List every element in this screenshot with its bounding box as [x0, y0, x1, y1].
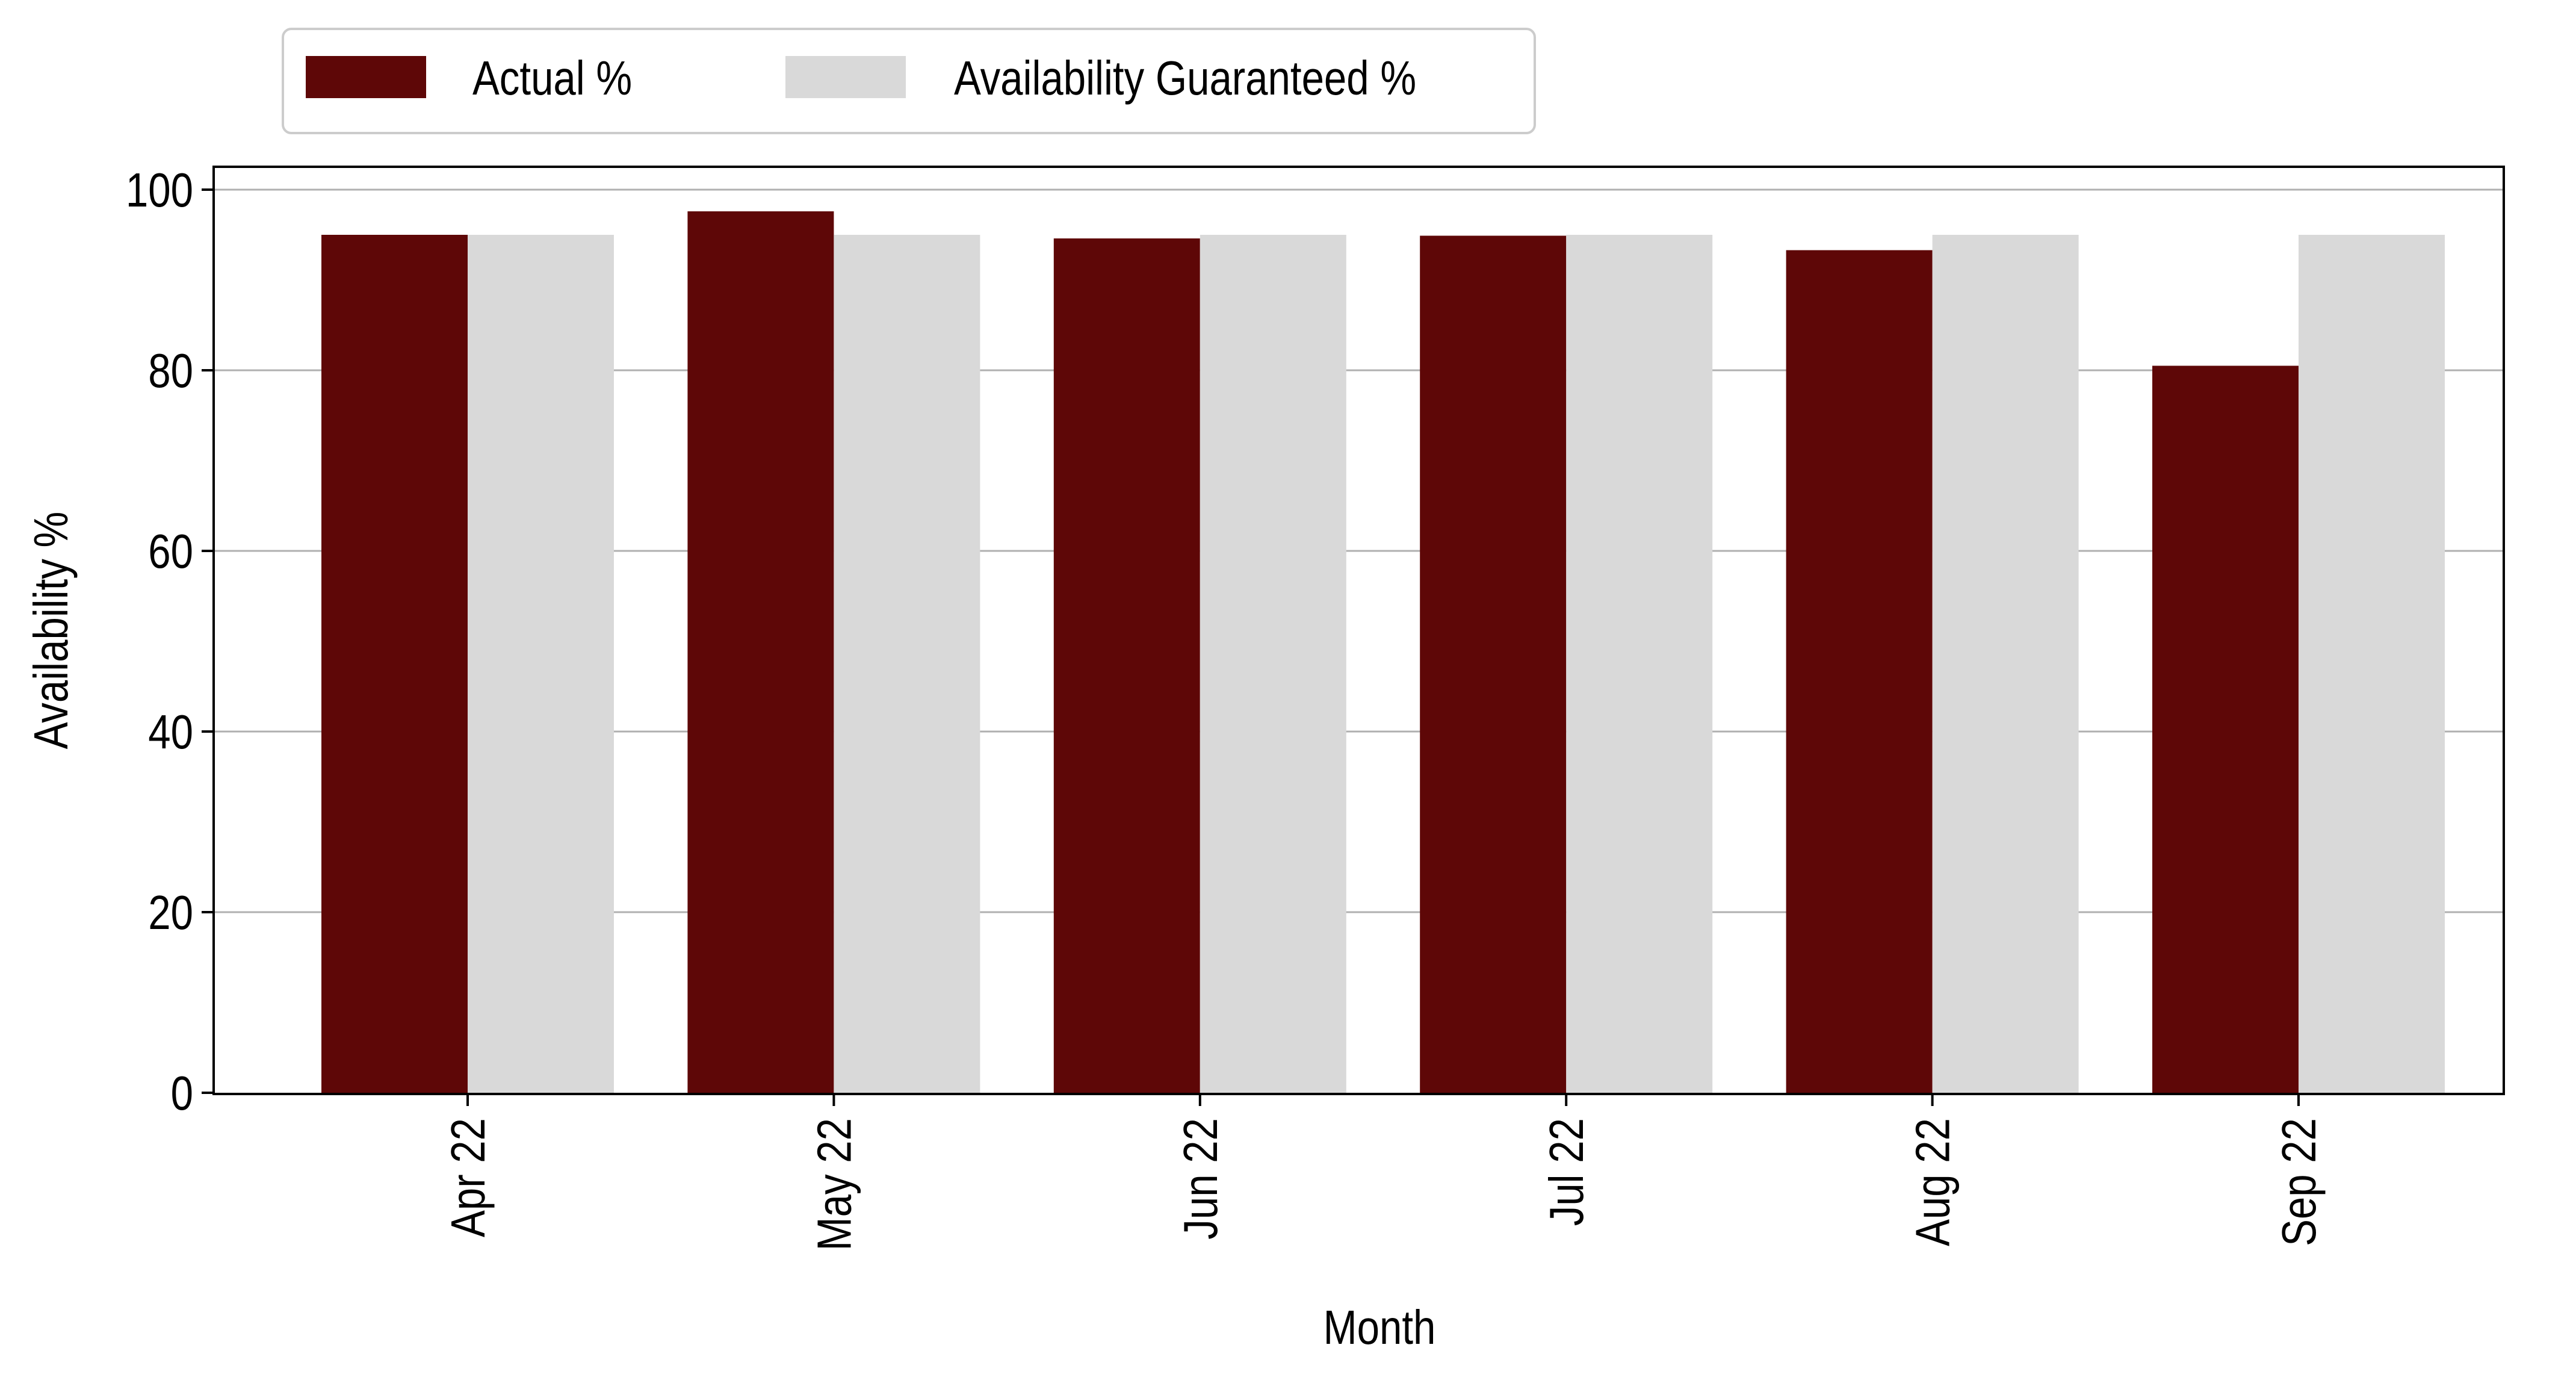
bar-actual [1420, 235, 1567, 1093]
legend-frame [282, 28, 1536, 134]
x-tick-label: Jul 22 [1540, 1118, 1594, 1226]
bar-guaranteed [834, 235, 980, 1093]
y-tick-label: 60 [148, 524, 193, 578]
bar-guaranteed [1200, 235, 1346, 1093]
legend-swatch-guaranteed [785, 56, 906, 98]
y-axis-ticks: 0 20 40 60 80 100 [126, 163, 214, 1120]
x-axis-ticks: Apr 22 May 22 Jun 22 Jul 22 Aug 22 Sep 22 [441, 1094, 2326, 1251]
y-tick-label: 20 [148, 885, 193, 939]
bar-guaranteed [1932, 235, 2079, 1093]
legend-label-actual: Actual % [472, 51, 632, 105]
x-tick-label: Sep 22 [2271, 1118, 2326, 1246]
plot-frame [212, 166, 2505, 1095]
bar-actual [321, 235, 468, 1093]
y-axis-label: Availability % [23, 512, 78, 750]
x-tick-label: Apr 22 [441, 1118, 495, 1237]
legend-label-guaranteed: Availability Guaranteed % [954, 51, 1416, 105]
y-tick-label: 100 [126, 163, 193, 217]
legend: Actual % Availability Guaranteed % [282, 28, 1536, 134]
bar-guaranteed [1566, 235, 1713, 1093]
bar-actual [1786, 250, 1933, 1093]
x-axis-label: Month [1324, 1300, 1436, 1354]
bar-actual [2152, 365, 2299, 1093]
y-tick-label: 40 [148, 704, 193, 759]
x-tick-label: Aug 22 [1906, 1118, 1960, 1246]
y-tick-label: 0 [171, 1066, 193, 1120]
x-tick-label: Jun 22 [1173, 1118, 1227, 1240]
x-tick-label: May 22 [807, 1118, 861, 1251]
bars [321, 211, 2445, 1093]
legend-swatch-actual [306, 56, 426, 98]
bar-guaranteed [2299, 235, 2445, 1093]
bar-guaranteed [468, 235, 614, 1093]
bar-actual [1053, 238, 1200, 1093]
bar-actual [687, 211, 834, 1093]
y-tick-label: 80 [148, 343, 193, 397]
